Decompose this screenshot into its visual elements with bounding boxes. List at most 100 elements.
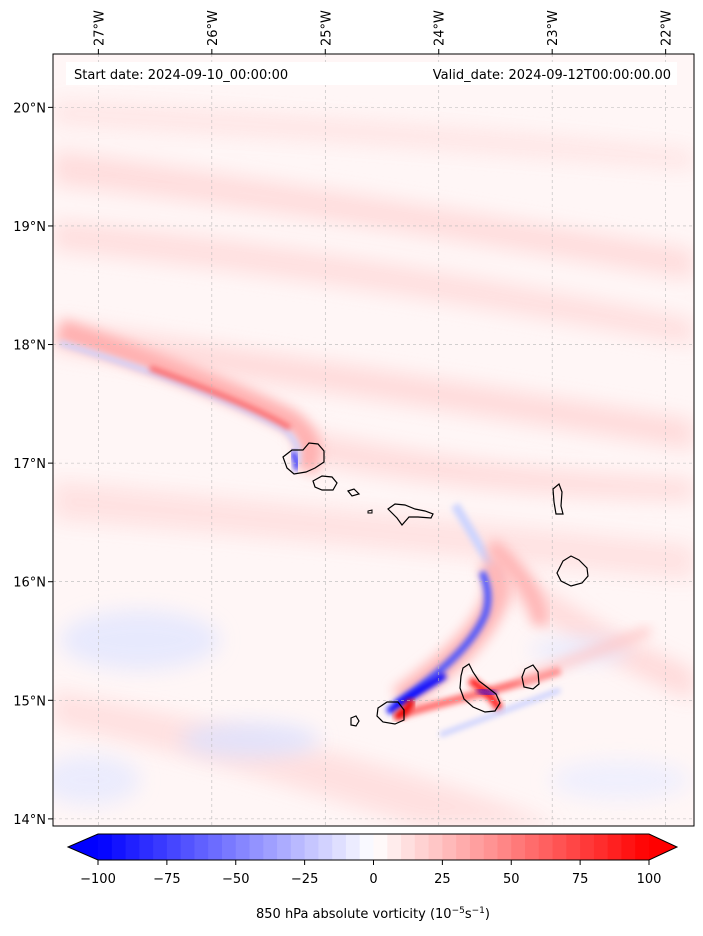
gridlines	[53, 54, 694, 826]
colorbar-ticks: −100 −75 −50 −25 0 25 50 75 100	[80, 860, 661, 887]
colorbar-step	[98, 834, 113, 860]
latitude-ticks: 20°N 19°N 18°N 17°N 16°N 15°N 14°N	[13, 101, 53, 828]
lat-tick-label: 18°N	[13, 339, 46, 354]
colorbar-step	[345, 834, 361, 860]
colorbar-step	[153, 834, 168, 860]
colorbar-step	[332, 834, 347, 860]
island-santiago	[459, 663, 501, 713]
lat-tick-label: 20°N	[13, 101, 46, 116]
colorbar-step	[221, 834, 237, 860]
colorbar-step	[469, 834, 485, 860]
colorbar-step	[483, 834, 498, 860]
colorbar-step	[428, 834, 443, 860]
lon-tick-label: 22°W	[660, 10, 675, 46]
southern-streamer	[385, 502, 652, 738]
lat-tick-label: 15°N	[13, 694, 46, 709]
colorbar-step	[538, 834, 554, 860]
colorbar-step	[497, 834, 512, 860]
colorbar-tick-label: 75	[572, 872, 589, 887]
colorbar-step	[166, 834, 182, 860]
colorbar-step	[111, 834, 127, 860]
colorbar-step	[566, 834, 581, 860]
colorbar-step	[552, 834, 567, 860]
longitude-ticks: 27°W 26°W 25°W 24°W 23°W 22°W	[92, 10, 675, 54]
colorbar-step	[635, 834, 650, 860]
background-bands	[53, 100, 694, 826]
colorbar-tick-label: 50	[503, 872, 520, 887]
colorbar-label-mid: s	[465, 907, 472, 922]
colorbar-step	[401, 834, 416, 860]
colorbar-step	[414, 834, 430, 860]
colorbar-step	[525, 834, 540, 860]
lat-tick-label: 17°N	[13, 457, 46, 472]
lon-tick-label: 25°W	[319, 10, 334, 46]
colorbar-step	[387, 834, 402, 860]
island-santo-antao	[282, 442, 325, 475]
island-sao-nicolau	[387, 503, 434, 526]
lon-tick-label: 24°W	[433, 10, 448, 46]
colorbar-steps	[98, 834, 650, 860]
colorbar-tick-label: −100	[80, 872, 116, 887]
colorbar-step	[208, 834, 223, 860]
colorbar-label-exp1: −5	[452, 906, 465, 916]
start-date-label: Start date: 2024-09-10_00:00:00	[74, 68, 288, 83]
colorbar-step	[511, 834, 526, 860]
colorbar-step	[607, 834, 622, 860]
colorbar-step	[249, 834, 264, 860]
island-sal	[552, 482, 564, 515]
colorbar-step	[290, 834, 306, 860]
northern-streamer	[56, 319, 321, 475]
map-panel: Start date: 2024-09-10_00:00:00 Valid_da…	[52, 53, 695, 827]
colorbar-step	[442, 834, 457, 860]
blue-patches	[53, 610, 690, 805]
colorbar-label-end: )	[485, 907, 490, 922]
colorbar-step	[456, 834, 471, 860]
colorbar-high-extend	[649, 834, 677, 860]
colorbar-step	[359, 834, 374, 860]
colorbar-step	[318, 834, 333, 860]
island-fogo	[376, 701, 405, 725]
colorbar-step	[194, 834, 209, 860]
lon-tick-label: 23°W	[546, 10, 561, 46]
island-maio	[521, 664, 540, 690]
lon-tick-label: 27°W	[92, 10, 107, 46]
colorbar-step	[593, 834, 609, 860]
colorbar-step	[235, 834, 251, 860]
valid-date-label: Valid_date: 2024-09-12T00:00:00.00	[433, 68, 671, 83]
colorbar-tick-label: −25	[291, 872, 318, 887]
island-brava	[350, 715, 360, 727]
colorbar-step	[180, 834, 195, 860]
colorbar-tick-label: 25	[434, 872, 451, 887]
vorticity-field	[53, 100, 694, 826]
colorbar-label-exp2: −1	[472, 906, 485, 916]
colorbar-label-main: 850 hPa absolute vorticity (10	[256, 907, 452, 922]
colorbar-low-extend	[68, 834, 98, 860]
island-raso	[367, 509, 373, 514]
colorbar-label: 850 hPa absolute vorticity (10−5s−1)	[256, 906, 490, 922]
colorbar-tick-label: −50	[222, 872, 249, 887]
colorbar-step	[277, 834, 292, 860]
colorbar-step	[373, 834, 388, 860]
lat-tick-label: 16°N	[13, 576, 46, 591]
coastlines	[282, 442, 589, 727]
island-sao-vicente	[312, 475, 338, 491]
colorbar-step	[580, 834, 595, 860]
colorbar-step	[304, 834, 319, 860]
lat-tick-label: 19°N	[13, 220, 46, 235]
header-box	[66, 62, 677, 85]
colorbar-step	[621, 834, 636, 860]
colorbar-step	[139, 834, 154, 860]
colorbar-tick-label: 100	[637, 872, 662, 887]
colorbar-step	[125, 834, 140, 860]
lat-tick-label: 14°N	[13, 813, 46, 828]
map-frame	[52, 53, 695, 827]
island-boa-vista	[556, 555, 589, 587]
lon-tick-label: 26°W	[206, 10, 221, 46]
colorbar-tick-label: 0	[369, 872, 377, 887]
colorbar-step	[263, 834, 278, 860]
colorbar-tick-label: −75	[153, 872, 180, 887]
colorbar: −100 −75 −50 −25 0 25 50 75 100 850 hPa absolute…	[66, 833, 679, 922]
island-santa-luzia	[346, 488, 361, 497]
